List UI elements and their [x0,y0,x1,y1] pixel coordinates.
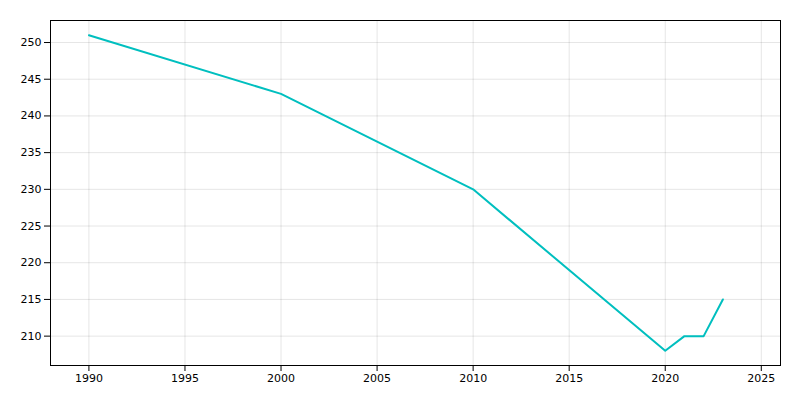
svg-text:240: 240 [21,109,42,122]
svg-text:215: 215 [21,293,42,306]
svg-text:230: 230 [21,183,42,196]
svg-text:225: 225 [21,220,42,233]
svg-text:210: 210 [21,330,42,343]
svg-text:2020: 2020 [651,372,679,385]
svg-text:2010: 2010 [459,372,487,385]
svg-text:2015: 2015 [555,372,583,385]
svg-text:2005: 2005 [363,372,391,385]
svg-text:220: 220 [21,256,42,269]
svg-text:235: 235 [21,146,42,159]
svg-text:2025: 2025 [747,372,775,385]
svg-text:1990: 1990 [75,372,103,385]
svg-text:2000: 2000 [267,372,295,385]
svg-text:1995: 1995 [171,372,199,385]
svg-text:250: 250 [21,36,42,49]
svg-text:245: 245 [21,73,42,86]
